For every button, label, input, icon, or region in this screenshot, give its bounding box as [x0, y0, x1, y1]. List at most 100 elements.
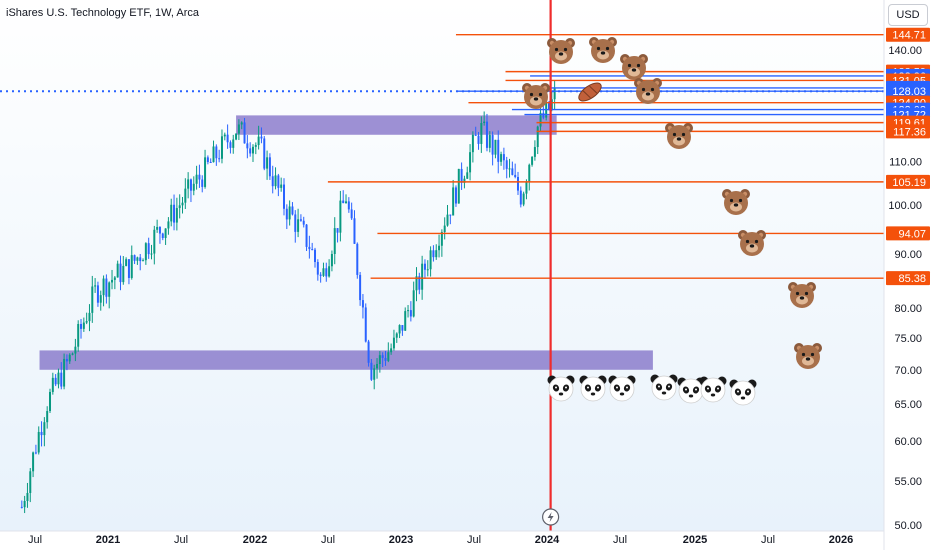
- candle-body: [398, 325, 401, 334]
- candle-body: [209, 162, 212, 164]
- candle-body: [274, 175, 277, 187]
- candle-body: [175, 208, 178, 223]
- bear-icon: [722, 189, 750, 215]
- candle-body: [237, 124, 240, 134]
- panda-icon: [650, 374, 678, 401]
- price-tag-text: 144.71: [892, 30, 926, 42]
- candle-body: [29, 471, 32, 493]
- bear-icon: [794, 343, 822, 369]
- candle-body: [350, 209, 353, 219]
- candle-body: [469, 152, 472, 173]
- candle-body: [198, 174, 201, 180]
- y-tick-label: 55.00: [894, 476, 922, 488]
- candle-body: [226, 134, 229, 143]
- candle-body: [328, 266, 331, 277]
- candle-body: [404, 311, 407, 331]
- candle-body: [144, 243, 147, 261]
- price-tag-text: 85.38: [898, 273, 926, 285]
- support-zone-2: [39, 350, 653, 370]
- candle-body: [376, 364, 379, 369]
- candle-body: [153, 229, 156, 254]
- candle-body: [381, 355, 384, 358]
- y-tick-label: 80.00: [894, 303, 922, 315]
- candle-body: [302, 220, 305, 225]
- candle-body: [443, 225, 446, 233]
- candle-body: [32, 452, 35, 472]
- candle-body: [305, 224, 308, 247]
- candle-body: [280, 184, 283, 188]
- x-tick-label: Jul: [613, 534, 627, 546]
- candle-body: [457, 168, 460, 204]
- x-tick-label: Jul: [321, 534, 335, 546]
- candle-body: [266, 157, 269, 169]
- candle-body: [409, 310, 412, 317]
- y-tick-label: 60.00: [894, 436, 922, 448]
- candle-body: [471, 134, 474, 153]
- candle-body: [206, 157, 209, 163]
- candle-body: [26, 492, 29, 501]
- panda-icon: [547, 375, 575, 402]
- candle-body: [440, 232, 443, 246]
- candle-body: [423, 263, 426, 270]
- candle-body: [223, 134, 226, 137]
- candle-body: [553, 88, 556, 100]
- y-tick-label: 110.00: [889, 156, 922, 168]
- candle-body: [257, 136, 260, 146]
- candle-body: [525, 182, 528, 194]
- x-tick-label: Jul: [467, 534, 481, 546]
- candle-body: [43, 422, 46, 436]
- candle-body: [522, 193, 525, 205]
- candle-body: [71, 353, 74, 355]
- candle-body: [531, 156, 534, 165]
- candle-body: [116, 263, 119, 278]
- y-tick-label: 70.00: [894, 365, 922, 377]
- candle-body: [65, 358, 68, 362]
- x-tick-label: 2025: [683, 534, 707, 546]
- candle-body: [184, 188, 187, 203]
- candle-body: [314, 249, 317, 263]
- candle-body: [113, 277, 116, 280]
- candle-body: [502, 154, 505, 161]
- candle-body: [249, 148, 252, 154]
- candle-body: [454, 187, 457, 204]
- candle-body: [136, 257, 139, 261]
- candle-body: [308, 246, 311, 250]
- price-tag-text: 128.03: [892, 86, 926, 98]
- candle-body: [297, 219, 300, 232]
- candle-body: [156, 227, 159, 230]
- candle-body: [452, 187, 455, 216]
- candle-body: [88, 312, 91, 322]
- candle-body: [181, 202, 184, 206]
- candle-body: [220, 136, 223, 159]
- candle-body: [333, 228, 336, 255]
- candle-body: [63, 358, 66, 387]
- candle-body: [246, 143, 249, 149]
- candle-body: [271, 176, 274, 187]
- candle-body: [195, 174, 198, 184]
- candle-body: [325, 268, 328, 277]
- candle-body: [494, 139, 497, 155]
- bear-icon: [788, 282, 816, 308]
- candle-body: [384, 357, 387, 361]
- price-tag-bg: [886, 271, 930, 286]
- candle-body: [511, 168, 514, 175]
- candle-body: [130, 255, 133, 278]
- candle-body: [367, 341, 370, 363]
- candle-body: [164, 228, 167, 239]
- candle-body: [299, 219, 302, 221]
- candle-body: [449, 214, 452, 216]
- candle-body: [488, 135, 491, 148]
- candle-body: [446, 214, 449, 226]
- candle-body: [536, 126, 539, 148]
- lightning-icon: [542, 508, 560, 526]
- chart-title: iShares U.S. Technology ETF, 1W, Arca: [6, 7, 199, 19]
- candle-body: [539, 112, 542, 127]
- candle-body: [460, 168, 463, 183]
- price-tag-bg: [886, 84, 930, 99]
- candle-body: [82, 322, 85, 329]
- candle-body: [170, 204, 173, 222]
- candle-body: [51, 377, 54, 392]
- currency-button[interactable]: USD: [888, 4, 928, 26]
- price-tag-text: 117.36: [893, 126, 926, 138]
